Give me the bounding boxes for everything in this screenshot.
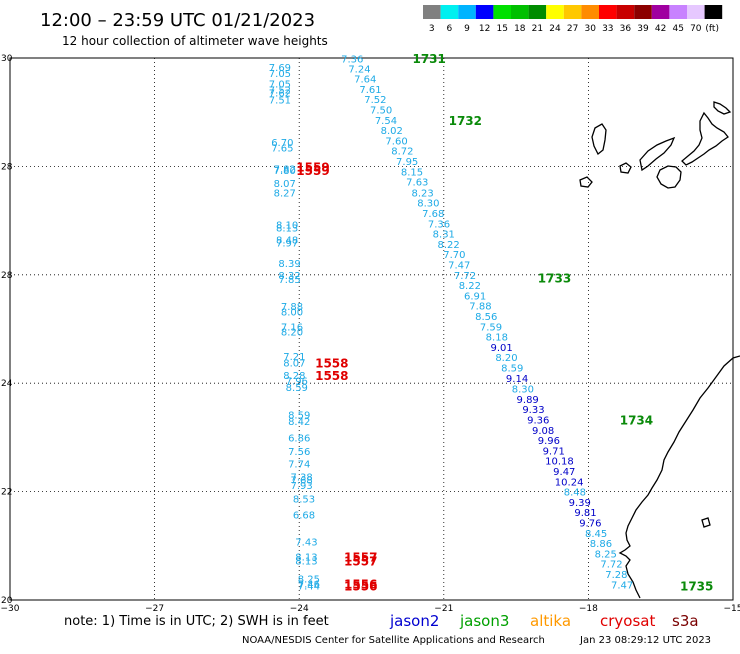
footer-timestamp: Jan 23 08:29:12 UTC 2023 [579,635,711,646]
legend-swatch [458,5,476,19]
pass-time-jason3: 1731 [412,52,445,66]
legend-label: 70 [690,24,702,34]
swh-value: 6.86 [288,433,310,444]
lat-tick-label: 30 [1,54,13,64]
swh-value: 9.14 [506,374,528,385]
lat-tick-label: 22 [1,488,12,498]
lon-tick-label: −15 [724,604,740,614]
pass-time-jason3: 1733 [538,272,571,286]
map-subtitle: 12 hour collection of altimeter wave hei… [62,34,328,48]
pass-time-cryosat: 1557 [344,554,377,568]
legend-label: 30 [584,24,596,34]
swh-value: 7.93 [290,481,312,492]
legend-swatch [652,5,670,19]
swh-value: 8.53 [293,495,315,506]
pass-time-jason3: 1734 [620,414,653,428]
legend-label: 27 [567,24,578,34]
legend-swatch [493,5,511,19]
swh-value: 8.20 [281,328,303,339]
lon-tick-label: −24 [290,604,309,614]
legend-label: 3 [429,24,435,34]
lat-tick-label: 24 [1,379,13,389]
satellite-name: jason2 [389,612,439,630]
legend-swatch [617,5,635,19]
lon-tick-label: −27 [145,604,164,614]
legend-unit: (ft) [705,24,719,34]
legend-swatch [476,5,494,19]
lat-tick-label: 28 [1,162,13,172]
swh-value: 7.44 [298,581,320,592]
swh-value: 7.85 [278,275,300,286]
legend-label: 12 [479,24,490,34]
swh-value: 8.39 [278,259,300,270]
swh-value: 7.56 [288,447,310,458]
lat-tick-label: 20 [1,596,13,606]
legend-swatch [634,5,652,19]
satellite-name: s3a [672,612,699,630]
legend-swatch [599,5,617,19]
legend-label: 21 [532,24,543,34]
map-title: 12:00 – 23:59 UTC 01/21/2023 [40,10,315,31]
swh-value: 8.00 [281,308,303,319]
legend-swatch [546,5,564,19]
legend-swatch [705,5,723,19]
swh-value: 6.68 [293,510,315,521]
swh-value: 7.43 [295,537,317,548]
satellite-name: altika [530,612,571,630]
satellite-name: jason3 [459,612,509,630]
lat-tick-label: 28 [1,271,13,281]
legend-label: 39 [637,24,649,34]
legend-label: 6 [447,24,453,34]
legend-swatch [441,5,459,19]
pass-time-cryosat: 1556 [344,579,377,593]
legend-label: 42 [655,24,666,34]
satellite-legend: jason2 jason3 altika cryosat s3a [389,612,699,630]
legend-swatch [581,5,599,19]
pass-time-cryosat: 1558 [315,369,348,383]
legend-label: 24 [549,24,561,34]
legend-swatch [529,5,547,19]
legend-swatch [687,5,705,19]
legend-label: 33 [602,24,613,34]
swh-value: 7.80 [274,166,296,177]
swh-value: 8.42 [288,417,310,428]
pass-time-jason3: 1732 [449,114,482,128]
swh-value: 8.59 [286,383,308,394]
legend-label: 9 [464,24,470,34]
swh-value: 7.51 [269,96,291,107]
bottom-note: note: 1) Time is in UTC; 2) SWH is in fe… [64,614,329,629]
legend-label: 36 [620,24,632,34]
swh-value: 8.13 [276,224,298,235]
satellite-name: cryosat [600,612,655,630]
swh-value: 7.63 [406,178,428,189]
pass-time-jason3: 1735 [680,579,713,593]
legend-label: 18 [514,24,526,34]
swh-value: 7.97 [276,238,298,249]
legend-swatch [669,5,687,19]
swh-value: 8.27 [274,188,296,199]
footer-credit: NOAA/NESDIS Center for Satellite Applica… [242,635,545,646]
legend-label: 45 [672,24,683,34]
swh-value: 7.74 [288,459,310,470]
legend-swatch [511,5,529,19]
legend-swatch [564,5,582,19]
swh-value: 7.47 [611,580,633,591]
swh-value: 7.65 [271,143,293,154]
legend-swatch [423,5,441,19]
swh-value: 8.13 [295,556,317,567]
legend-label: 15 [496,24,507,34]
pass-time-cryosat: 1559 [296,164,329,178]
lon-tick-label: −18 [579,604,598,614]
swh-value: 8.07 [283,359,305,370]
